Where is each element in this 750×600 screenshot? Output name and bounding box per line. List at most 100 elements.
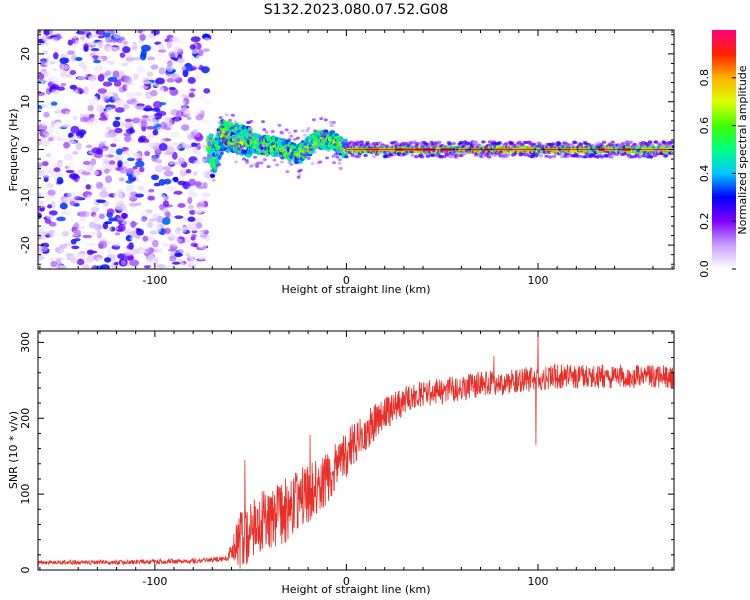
- heatmap-cell: [105, 70, 112, 76]
- heatmap-cell: [431, 153, 436, 157]
- heatmap-cell: [188, 178, 196, 187]
- heatmap-cell: [90, 158, 97, 166]
- heatmap-cell: [118, 177, 125, 182]
- heatmap-cell: [135, 105, 146, 110]
- heatmap-cell: [140, 117, 151, 122]
- heatmap-cell: [124, 118, 133, 123]
- heatmap-cell: [437, 140, 442, 144]
- colorbar-tick-label: 0.6: [698, 117, 711, 135]
- heatmap-cell: [40, 260, 50, 264]
- heatmap-cell: [101, 187, 107, 195]
- heatmap-cell: [340, 141, 345, 145]
- colorbar-tick-label: 0.4: [698, 165, 711, 183]
- heatmap-cell: [38, 154, 45, 160]
- heatmap-cell: [146, 191, 153, 197]
- heatmap-cell: [82, 264, 90, 269]
- heatmap-cell: [189, 48, 199, 55]
- heatmap-cell: [610, 140, 615, 144]
- heatmap-cell: [114, 99, 121, 107]
- heatmap-cell: [114, 232, 121, 236]
- heatmap-cell: [162, 166, 171, 171]
- heatmap-cell: [566, 154, 571, 159]
- heatmap-cell: [349, 140, 354, 144]
- heatmap-cell: [200, 158, 206, 167]
- heatmap-cell: [177, 203, 186, 208]
- heatmap-cell: [517, 140, 522, 144]
- heatmap-cell: [69, 173, 79, 179]
- heatmap-cell: [137, 180, 144, 185]
- heatmap-cell: [179, 168, 187, 174]
- heatmap-cell: [158, 67, 166, 75]
- heatmap-cell: [189, 88, 196, 92]
- heatmap-cell: [113, 79, 122, 87]
- heatmap-cell: [73, 222, 80, 230]
- heatmap-cell: [64, 163, 75, 167]
- heatmap-cell: [163, 261, 171, 266]
- heatmap-cell: [279, 152, 284, 156]
- heatmap-cell: [473, 140, 478, 144]
- heatmap-cell: [220, 125, 225, 129]
- heatmap-cell: [126, 244, 133, 250]
- heatmap-cell: [277, 123, 282, 127]
- heatmap-cell: [75, 56, 83, 62]
- heatmap-cell: [154, 96, 160, 100]
- heatmap-cell: [233, 124, 238, 128]
- heatmap-cell: [101, 93, 107, 102]
- heatmap-cell: [119, 244, 125, 253]
- heatmap-cell: [140, 200, 148, 208]
- heatmap-cell: [215, 150, 220, 154]
- spectrogram-xlabel: Height of straight line (km): [281, 283, 430, 296]
- heatmap-cell: [82, 234, 93, 239]
- heatmap-cell: [72, 150, 79, 155]
- heatmap-cell: [287, 138, 292, 142]
- heatmap-cell: [258, 161, 263, 165]
- heatmap-cell: [162, 243, 171, 247]
- heatmap-cell: [114, 107, 125, 113]
- heatmap-cell: [203, 30, 211, 33]
- heatmap-cell: [300, 129, 305, 133]
- heatmap-cell: [67, 50, 75, 56]
- heatmap-cell: [139, 166, 145, 173]
- heatmap-cell: [125, 184, 135, 193]
- heatmap-cell: [132, 171, 139, 178]
- heatmap-cell: [85, 55, 95, 64]
- heatmap-cell: [356, 154, 362, 158]
- heatmap-cell: [102, 32, 111, 38]
- heatmap-cell: [344, 155, 349, 159]
- heatmap-cell: [304, 151, 309, 155]
- heatmap-cell: [140, 217, 147, 223]
- heatmap-cell: [85, 184, 91, 190]
- heatmap-cell: [265, 154, 270, 158]
- heatmap-cell: [551, 142, 556, 146]
- heatmap-cell: [187, 216, 196, 222]
- heatmap-cell: [247, 126, 252, 130]
- heatmap-cell: [81, 171, 91, 176]
- heatmap-cell: [204, 264, 210, 269]
- heatmap-cell: [41, 120, 49, 127]
- heatmap-cell: [233, 120, 238, 124]
- colorbar-tick-label: 0.0: [698, 260, 711, 278]
- heatmap-cell: [166, 77, 175, 83]
- heatmap-cell: [377, 141, 383, 145]
- heatmap-cell: [202, 37, 211, 44]
- heatmap-cell: [70, 125, 80, 134]
- heatmap-cell: [231, 135, 236, 139]
- heatmap-cell: [350, 154, 356, 158]
- heatmap-cell: [207, 142, 212, 146]
- heatmap-cell: [145, 168, 156, 175]
- heatmap-cell: [211, 178, 216, 182]
- heatmap-cell: [224, 138, 229, 142]
- heatmap-cell: [78, 250, 86, 255]
- heatmap-cell: [152, 101, 163, 109]
- heatmap-cell: [419, 155, 425, 159]
- heatmap-cell: [174, 116, 180, 122]
- heatmap-cell: [152, 129, 159, 136]
- heatmap-cell: [296, 175, 301, 179]
- heatmap-cell: [182, 217, 190, 222]
- heatmap-cell: [331, 154, 336, 158]
- heatmap-cell: [194, 64, 201, 68]
- heatmap-cell: [106, 240, 112, 244]
- heatmap-cell: [262, 158, 267, 162]
- heatmap-cell: [223, 132, 228, 136]
